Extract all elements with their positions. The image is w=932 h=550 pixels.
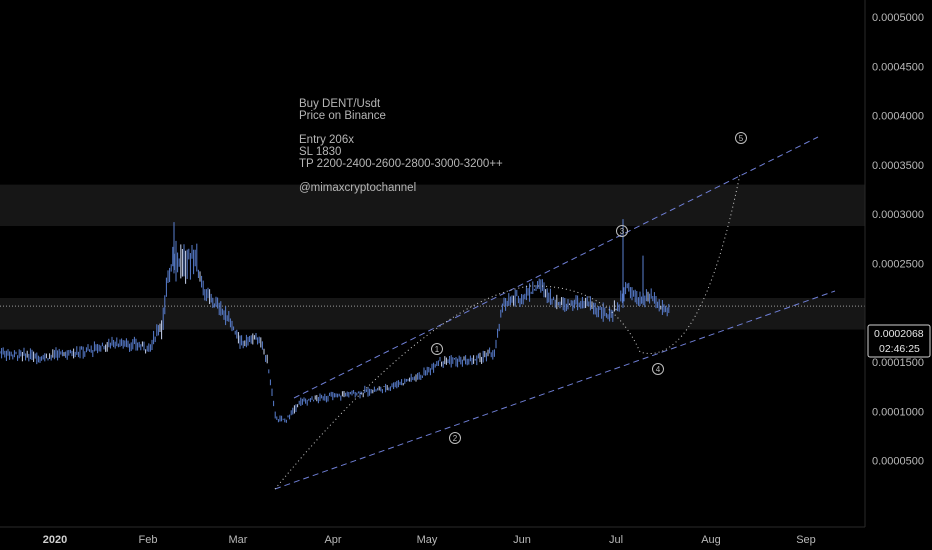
y-tick-7: 0.0001000	[872, 406, 924, 418]
y-tick-4: 0.0003000	[872, 209, 924, 221]
y-tick-5: 0.0002500	[872, 259, 924, 271]
wave-label-2: 2	[453, 434, 458, 443]
current-price-text: 0.0002068	[874, 328, 924, 340]
x-tick-may: May	[417, 534, 438, 546]
channel-lower-line	[274, 290, 836, 490]
channel-upper-line	[293, 136, 819, 399]
wave-label-1: 1	[435, 345, 440, 354]
wave-label-circle-4	[652, 363, 664, 375]
x-tick-sep: Sep	[796, 534, 816, 546]
x-tick-jun: Jun	[513, 534, 531, 546]
wave-label-5: 5	[739, 134, 744, 143]
x-axis-ticks: 2020 Feb Mar Apr May Jun Jul Aug Sep	[43, 534, 816, 546]
annotation-line-7: @mimaxcryptochannel	[299, 182, 416, 194]
y-tick-6: 0.0001500	[872, 357, 924, 369]
y-tick-3: 0.0003500	[872, 160, 924, 172]
wave-label-3: 3	[620, 227, 625, 236]
wave-label-4: 4	[656, 365, 661, 374]
wave-label-circle-1	[431, 343, 443, 355]
annotation-line-0: Buy DENT/Usdt	[299, 98, 381, 110]
current-price-label: 0.0002068 02:46:25	[867, 324, 931, 358]
wave-label-circle-3	[616, 225, 628, 237]
y-tick-8: 0.0000500	[872, 456, 924, 468]
y-tick-2: 0.0004000	[872, 111, 924, 123]
drawing-overlays: 1 2 3 4 5	[274, 132, 836, 490]
x-tick-aug: Aug	[701, 534, 721, 546]
annotation-line-5: TP 2200-2400-2600-2800-3000-3200++	[299, 158, 503, 170]
wave-label-circle-5	[735, 132, 747, 144]
x-tick-2020: 2020	[43, 534, 67, 546]
price-zone-1	[0, 184, 865, 227]
wave-label-circle-2	[449, 432, 461, 444]
price-zone-2	[0, 298, 865, 330]
x-tick-mar: Mar	[229, 534, 248, 546]
y-tick-0: 0.0005000	[872, 12, 924, 24]
annotation-line-1: Price on Binance	[299, 110, 386, 122]
candlestick-series	[0, 219, 670, 423]
price-label-box	[867, 324, 931, 358]
y-tick-1: 0.0004500	[872, 61, 924, 73]
annotation-line-3: Entry 206x	[299, 134, 354, 146]
y-axis-ticks: 0.0005000 0.0004500 0.0004000 0.0003500 0.00…	[872, 12, 924, 468]
projected-wave-path	[274, 173, 741, 490]
x-tick-feb: Feb	[139, 534, 158, 546]
countdown-text: 02:46:25	[879, 343, 920, 355]
x-tick-apr: Apr	[324, 534, 341, 546]
support-resistance-zones	[0, 184, 865, 330]
x-tick-jul: Jul	[609, 534, 623, 546]
annotation-line-4: SL 1830	[299, 146, 341, 158]
